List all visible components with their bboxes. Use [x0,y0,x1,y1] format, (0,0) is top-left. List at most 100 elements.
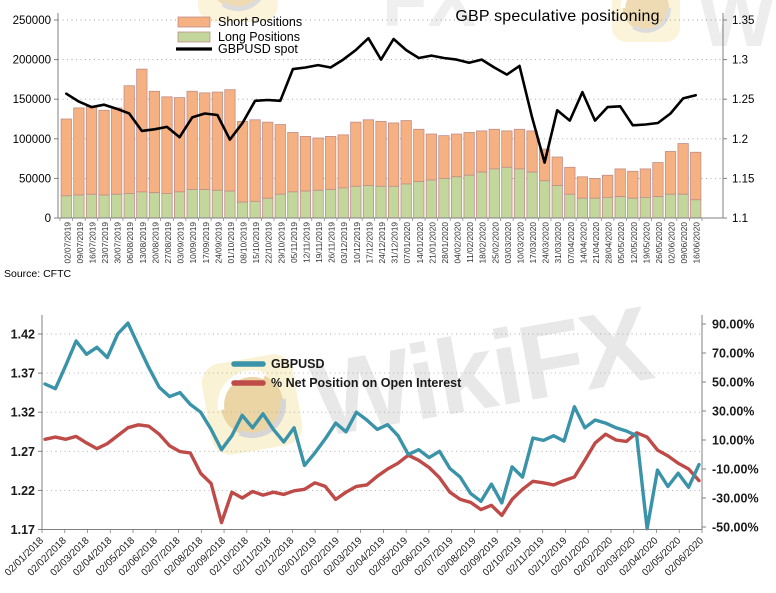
top-x-label: 26/11/2019 [327,222,337,263]
long-positions-bar [199,189,211,219]
long-positions-bar [652,196,664,219]
legend-label-net-position: % Net Position on Open Interest [271,376,462,390]
long-positions-bar [639,197,651,219]
top-x-label: 07/04/2020 [566,222,576,264]
bottom-right-axis-label: 70.00% [712,347,754,361]
top-right-axis-label: 1.1 [732,213,748,225]
legend-swatch-long-positions [177,31,211,43]
short-positions-bar [677,143,689,195]
long-positions-bar [98,194,110,219]
top-x-label: 24/03/2020 [541,222,551,264]
top-left-axis-label: 0 [45,213,51,225]
top-x-label: 06/08/2019 [125,222,135,264]
short-positions-bar [249,119,261,202]
top-x-label: 09/07/2019 [75,222,85,264]
short-positions-bar [476,130,488,173]
top-x-label: 18/02/2020 [478,222,488,264]
long-positions-bar [513,168,526,219]
top-left-axis-label: 150000 [13,94,51,106]
short-positions-bar [236,120,249,203]
short-positions-bar [73,107,85,196]
top-right-axis-label: 1.35 [732,15,754,27]
long-positions-bar [627,197,639,219]
top-x-label: 03/12/2019 [339,222,349,264]
top-left-axis-label: 250000 [13,15,51,27]
short-positions-bar [413,128,425,182]
bottom-left-axis-label: 1.37 [11,367,35,381]
short-positions-bar [601,174,614,198]
long-positions-bar [488,168,500,219]
short-positions-bar [337,134,349,189]
short-positions-bar [111,107,123,195]
short-positions-bar [513,128,526,170]
top-x-label: 19/11/2019 [314,222,324,263]
short-positions-bar [387,122,400,187]
top-x-label: 03/09/2019 [176,222,186,264]
short-positions-bar [526,130,538,173]
bottom-right-axis-label: -10.00% [712,463,759,477]
long-positions-bar [337,187,349,219]
bottom-right-axis-label: -50.00% [712,521,759,535]
long-positions-bar [576,197,589,219]
top-x-label: 29/10/2019 [276,222,286,264]
top-x-label: 15/10/2019 [251,222,261,264]
top-right-axis-label: 1.15 [732,173,754,185]
long-positions-bar [73,194,85,219]
top-x-label: 20/08/2019 [150,222,160,264]
short-positions-bar [362,119,375,186]
long-positions-bar [450,176,463,219]
source-label: Source: CFTC [4,268,72,280]
short-positions-bar [501,130,513,168]
watermark-text: FX [382,0,477,42]
bottom-x-labels: 02/01/201802/02/201802/03/201802/04/2018… [3,529,706,579]
short-positions-bar [199,92,211,190]
short-positions-bar [123,85,135,194]
long-positions-bar [173,191,186,219]
long-positions-bar [136,191,148,219]
top-x-label: 17/03/2020 [528,222,538,264]
top-right-axis-label: 1.25 [732,94,754,106]
top-x-label: 16/06/2020 [692,222,702,264]
top-x-label: 04/02/2020 [453,222,463,264]
long-positions-bar [677,193,689,219]
short-positions-bar [173,97,186,193]
net-position-line [43,423,701,525]
long-positions-bar [312,189,324,219]
bottom-left-axis-label: 1.32 [11,406,35,420]
long-positions-bar [123,193,135,219]
long-positions-bar [186,189,198,219]
short-positions-bar [98,109,110,196]
long-positions-bar [362,185,375,219]
watermark-text: WikiFX [698,0,776,64]
top-gridlines: 250000 200000 150000 100000 50000 0 1.35 1.3 1.2… [13,15,755,225]
long-positions-bar [224,190,236,219]
long-positions-bar [325,189,337,219]
top-x-label: 25/02/2020 [490,222,500,264]
top-right-axis-label: 1.3 [732,55,748,67]
long-positions-bar [589,197,601,219]
short-positions-bar [161,96,173,194]
top-x-label: 23/07/2019 [100,222,110,264]
top-x-label: 09/06/2020 [679,222,689,264]
short-positions-bar [350,121,362,187]
top-x-label: 11/02/2020 [465,222,475,263]
long-positions-bar [111,193,123,219]
short-positions-bar [60,118,72,197]
short-positions-bar [299,136,312,192]
legend-label-long-positions: Long Positions [218,30,300,44]
top-x-label: 05/11/2019 [289,222,299,263]
short-positions-bar [287,132,299,193]
top-x-label: 10/12/2019 [352,222,362,264]
top-x-label: 03/03/2020 [503,222,513,264]
top-x-label: 17/12/2019 [364,222,374,264]
short-positions-bar [262,121,274,199]
long-positions-bar [148,192,161,219]
long-positions-bar [262,197,274,219]
short-positions-bar [690,151,702,201]
top-x-label: 31/12/2019 [390,222,400,264]
short-positions-bar [148,90,161,194]
long-positions-bar [463,174,475,219]
